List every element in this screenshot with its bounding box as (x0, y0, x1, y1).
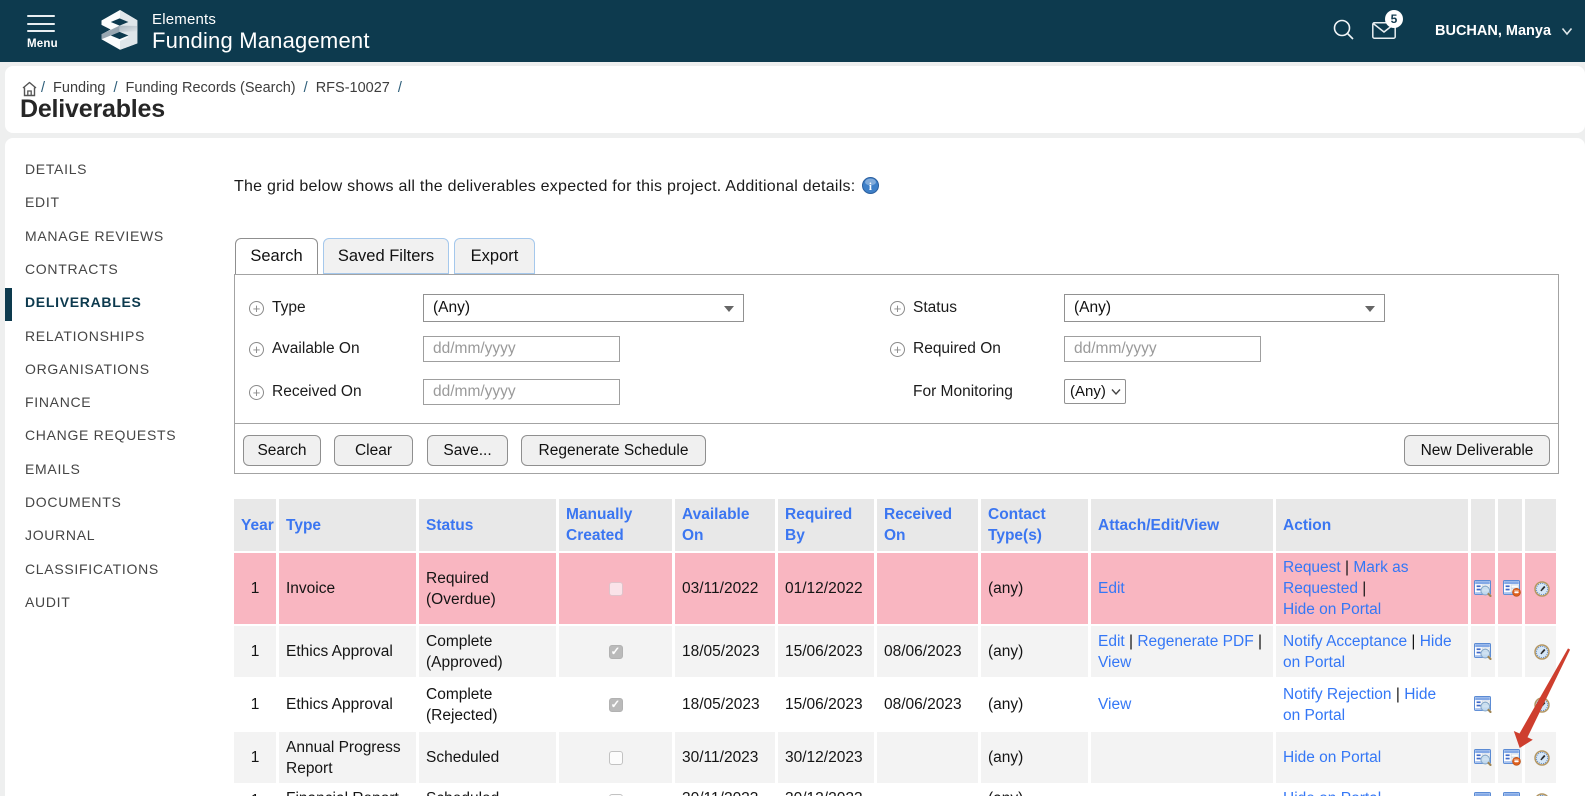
svg-text:i: i (869, 181, 872, 193)
